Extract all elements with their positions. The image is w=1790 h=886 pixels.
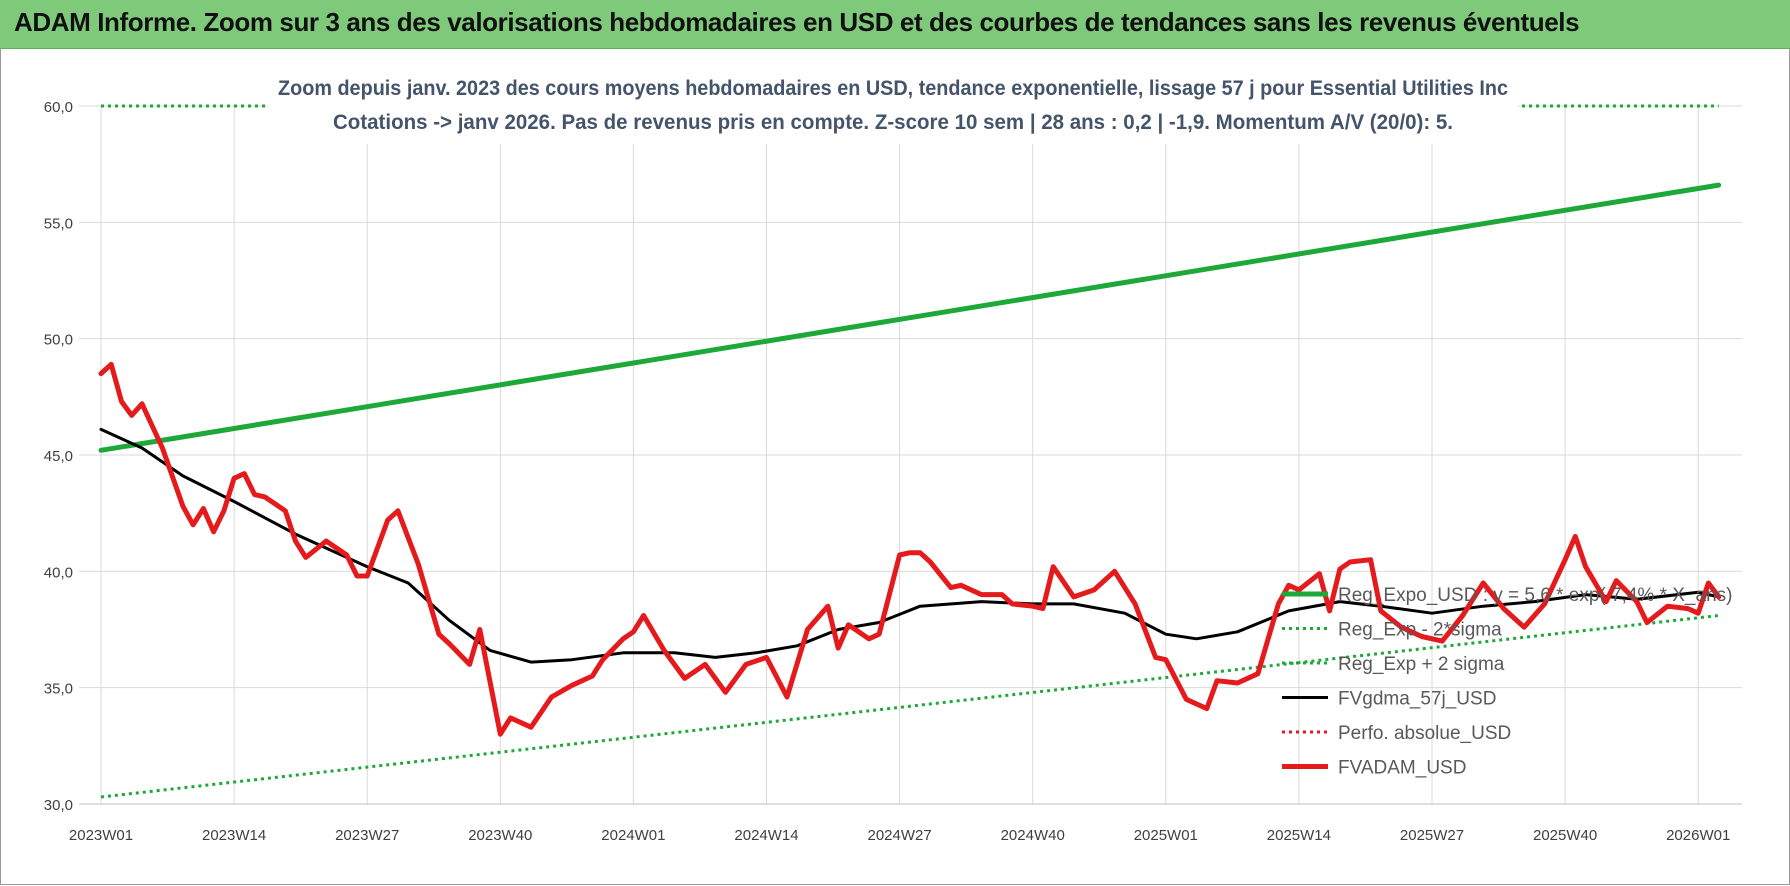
x-tick-label: 2024W40 xyxy=(1001,827,1065,844)
x-tick-label: 2024W01 xyxy=(601,827,665,844)
x-tick-label: 2023W27 xyxy=(335,827,399,844)
y-tick-label: 55,0 xyxy=(44,215,73,232)
y-tick-label: 30,0 xyxy=(44,797,73,814)
legend-label: Reg_Exp - 2*sigma xyxy=(1338,620,1502,641)
chart-title: Zoom depuis janv. 2023 des cours moyens … xyxy=(278,77,1508,100)
x-tick-label: 2023W14 xyxy=(202,827,266,844)
series xyxy=(98,104,1722,799)
y-tick-label: 60,0 xyxy=(44,99,73,116)
legend-label: FVADAM_USD xyxy=(1338,758,1466,779)
legend: Reg_Expo_USD : y = 5,6 * exp( 7,4% * X_a… xyxy=(1282,585,1732,779)
x-tick-label: 2026W01 xyxy=(1666,827,1730,844)
x-tick-label: 2025W40 xyxy=(1533,827,1597,844)
series-line-1 xyxy=(98,182,1722,453)
x-tick-label: 2023W01 xyxy=(69,827,133,844)
y-tick-label: 50,0 xyxy=(44,332,73,349)
x-tick-label: 2025W01 xyxy=(1134,827,1198,844)
legend-label: FVgdma_57j_USD xyxy=(1338,689,1496,710)
series-line-4 xyxy=(99,427,1721,664)
x-tick-label: 2025W27 xyxy=(1400,827,1464,844)
page-title: ADAM Informe. Zoom sur 3 ans des valoris… xyxy=(14,7,1580,37)
axes: 30,0 35,0 40,0 45,0 50,0 55,0 60,0 2023W01 2023W… xyxy=(44,99,1742,844)
y-tick-label: 35,0 xyxy=(44,681,73,698)
series-line-6 xyxy=(98,361,1722,737)
x-tick-label: 2024W14 xyxy=(734,827,798,844)
y-tick-label: 40,0 xyxy=(44,564,73,581)
legend-label: Reg_Exp + 2 sigma xyxy=(1338,654,1505,675)
title-bar: ADAM Informe. Zoom sur 3 ans des valoris… xyxy=(0,0,1790,49)
series-line-2 xyxy=(100,614,1719,799)
x-tick-label: 2025W14 xyxy=(1267,827,1331,844)
x-tick-label: 2023W40 xyxy=(468,827,532,844)
legend-label: Reg_Expo_USD : y = 5,6 * exp( 7,4% * X_a… xyxy=(1338,585,1732,606)
chart-title-background xyxy=(268,66,1518,144)
x-tick-label: 2024W27 xyxy=(867,827,931,844)
y-tick-label: 45,0 xyxy=(44,448,73,465)
legend-label: Perfo. absolue_USD xyxy=(1338,723,1511,744)
chart-titles: Zoom depuis janv. 2023 des cours moyens … xyxy=(268,66,1518,144)
chart-subtitle: Cotations -> janv 2026. Pas de revenus p… xyxy=(333,111,1453,134)
